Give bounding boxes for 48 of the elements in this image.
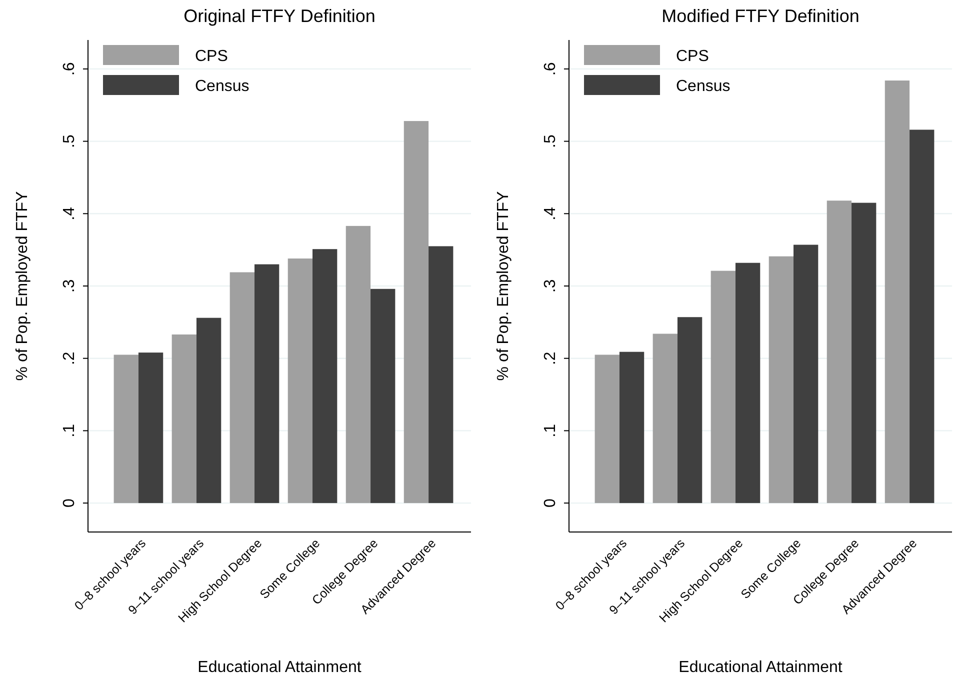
- bar: [230, 272, 254, 504]
- bar: [312, 249, 338, 504]
- bar: [710, 270, 736, 504]
- y-axis-title: % of Pop. Employed FTFY: [14, 190, 31, 381]
- bar: [370, 288, 396, 504]
- bar: [594, 354, 620, 504]
- y-tick-label: .3: [61, 279, 78, 293]
- bar: [254, 264, 280, 504]
- bar: [768, 256, 794, 504]
- y-tick-label: .2: [542, 352, 559, 366]
- bar: [794, 244, 818, 504]
- bar: [114, 354, 138, 504]
- bar: [677, 317, 702, 504]
- y-tick-label: 0: [61, 498, 78, 508]
- y-tick-label: .6: [61, 62, 78, 76]
- y-tick-label: .4: [542, 206, 559, 220]
- y-tick-label: .2: [61, 352, 78, 366]
- bar: [196, 318, 222, 504]
- bar: [652, 334, 678, 504]
- y-tick-label: .5: [542, 134, 559, 148]
- y-tick-label: .1: [61, 424, 78, 438]
- bar: [826, 200, 852, 504]
- y-tick-label: .4: [61, 206, 78, 220]
- chart-title: Original FTFY Definition: [184, 6, 376, 26]
- x-axis-title: Educational Attainment: [678, 659, 843, 676]
- y-tick-label: .3: [542, 279, 559, 293]
- bar: [404, 121, 429, 504]
- x-axis-title: Educational Attainment: [198, 659, 362, 676]
- bar: [884, 80, 910, 504]
- bar: [428, 246, 454, 504]
- legend-label: CPS: [676, 48, 709, 65]
- bar: [138, 352, 164, 504]
- y-tick-label: .6: [542, 62, 559, 76]
- bar: [288, 258, 313, 504]
- bar: [619, 352, 644, 504]
- y-tick-label: .5: [61, 134, 78, 148]
- bar: [852, 202, 876, 504]
- chart-title: Modified FTFY Definition: [662, 6, 860, 26]
- bar: [346, 226, 371, 504]
- bar: [172, 334, 196, 504]
- legend-label: Census: [676, 78, 730, 95]
- bar: [910, 130, 934, 504]
- legend-label: CPS: [195, 48, 228, 65]
- y-axis-title: % of Pop. Employed FTFY: [495, 190, 512, 381]
- y-tick-label: 0: [542, 498, 559, 508]
- y-tick-label: .1: [542, 424, 559, 438]
- legend-label: Census: [195, 78, 250, 95]
- bar: [735, 262, 760, 504]
